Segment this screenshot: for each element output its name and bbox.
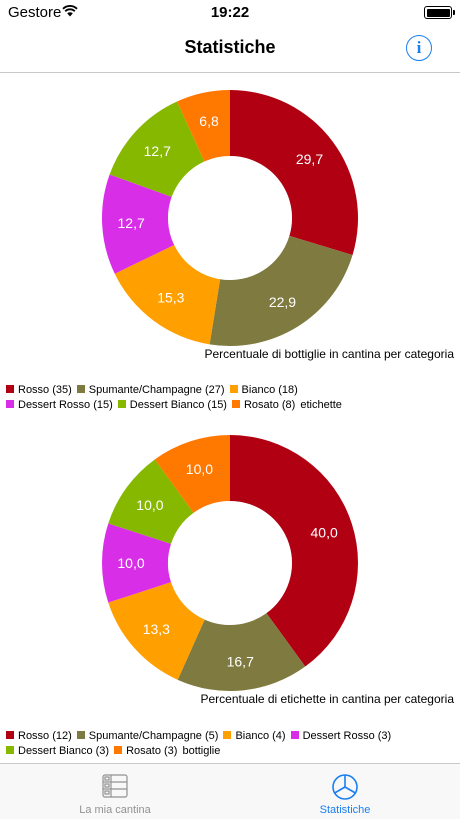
legend-swatch bbox=[229, 385, 238, 393]
legend-swatch bbox=[6, 746, 14, 754]
chart0-slice-0 bbox=[230, 90, 358, 256]
tab-statistiche[interactable]: Statistiche bbox=[230, 764, 460, 819]
legend-item: Rosso (35) bbox=[6, 383, 72, 398]
legend-label: Dessert Bianco (15) bbox=[129, 399, 227, 411]
tab-la-mia-cantina[interactable]: La mia cantina bbox=[0, 764, 230, 819]
chart0-slice-1 bbox=[209, 235, 353, 346]
legend-swatch bbox=[114, 746, 123, 754]
cellar-icon bbox=[102, 774, 128, 798]
legend-row: Dessert Rosso (15) Dessert Bianco (15) Ros… bbox=[6, 398, 342, 413]
legend-row: Rosso (35) Spumante/Champagne (27) Bianco … bbox=[6, 383, 342, 398]
battery-icon bbox=[424, 6, 455, 19]
chart1-slice-label-1: 16,7 bbox=[227, 653, 254, 669]
legend-bottles: Rosso (35) Spumante/Champagne (27) Bianco … bbox=[6, 383, 342, 413]
legend-swatch bbox=[231, 400, 240, 408]
legend-item: Bianco (4) bbox=[223, 729, 286, 744]
chart0-slice-4 bbox=[109, 101, 205, 197]
chart1-slice-label-0: 40,0 bbox=[311, 524, 338, 540]
chart1-slice-3 bbox=[101, 523, 172, 603]
legend-label: Rosso (12) bbox=[18, 730, 72, 742]
wifi-icon bbox=[62, 5, 78, 17]
page-title: Statistiche bbox=[184, 37, 276, 57]
legend-swatch bbox=[6, 400, 14, 408]
carrier-label: Gestore bbox=[8, 4, 62, 21]
legend-label: Bianco (4) bbox=[235, 730, 286, 742]
chart0-center-hole bbox=[176, 164, 284, 272]
chart-title-bottles: Percentuale di bottiglie in cantina per … bbox=[204, 347, 455, 361]
chart0-slice-label-2: 15,3 bbox=[157, 289, 184, 305]
legend-item: Dessert Rosso (15) bbox=[6, 398, 113, 413]
legend-swatch bbox=[290, 731, 299, 739]
tab-label-la-mia-cantina: La mia cantina bbox=[79, 804, 151, 816]
info-icon[interactable]: i bbox=[406, 35, 432, 61]
legend-swatch bbox=[6, 385, 14, 393]
legend-swatch bbox=[76, 385, 85, 393]
legend-labels: Rosso (12) Spumante/Champagne (5) Bianco (… bbox=[6, 729, 396, 759]
legend-item: Bianco (18) bbox=[229, 383, 298, 398]
legend-item: Rosato (8) bbox=[231, 398, 296, 413]
navigation-bar: Statistiche i bbox=[0, 26, 460, 73]
legend-item: Spumante/Champagne (5) bbox=[76, 729, 219, 744]
tab-label-statistiche: Statistiche bbox=[319, 804, 371, 816]
chart1-slice-label-3: 10,0 bbox=[117, 555, 144, 571]
chart0-slice-label-0: 29,7 bbox=[296, 151, 323, 167]
chart1-slice-label-4: 10,0 bbox=[136, 497, 163, 513]
chart0-slice-5 bbox=[177, 90, 230, 162]
legend-suffix: bottiglie bbox=[182, 745, 221, 757]
legend-item: Dessert Rosso (3) bbox=[290, 729, 392, 744]
chart-title-labels: Percentuale di etichette in cantina per … bbox=[200, 692, 455, 706]
legend-suffix: etichette bbox=[300, 399, 342, 411]
legend-label: Rosato (3) bbox=[126, 745, 178, 757]
clock: 19:22 bbox=[210, 4, 250, 21]
chart1-slice-2 bbox=[108, 582, 205, 680]
legend-label: Spumante/Champagne (27) bbox=[88, 384, 225, 396]
legend-label: Rosato (8) bbox=[243, 399, 296, 411]
legend-label: Spumante/Champagne (5) bbox=[88, 730, 219, 742]
legend-label: Dessert Rosso (3) bbox=[302, 730, 392, 742]
legend-label: Dessert Bianco (3) bbox=[18, 745, 110, 757]
legend-label: Dessert Rosso (15) bbox=[18, 399, 113, 411]
legend-swatch bbox=[76, 731, 85, 739]
legend-row: Dessert Bianco (3) Rosato (3) bottiglie bbox=[6, 744, 396, 759]
chart0-slice-2 bbox=[114, 244, 221, 345]
chart0-slice-label-4: 12,7 bbox=[144, 143, 171, 159]
legend-item: Rosato (3) bbox=[114, 744, 177, 759]
legend-label: Rosso (35) bbox=[18, 384, 72, 396]
legend-swatch bbox=[223, 731, 232, 739]
chart0-slice-label-3: 12,7 bbox=[118, 215, 145, 231]
labels-donut-chart: 40,0 16,7 13,3 10,0 10,0 10,0 bbox=[101, 435, 358, 691]
status-bar: Gestore 19:22 bbox=[0, 0, 460, 26]
chart1-slice-1 bbox=[177, 613, 306, 691]
chart1-slice-4 bbox=[108, 459, 194, 544]
pie-chart-icon bbox=[332, 774, 358, 800]
chart0-slice-3 bbox=[102, 174, 175, 274]
legend-swatch bbox=[6, 731, 14, 739]
legend-item: Rosso (12) bbox=[6, 729, 72, 744]
chart1-slice-label-5: 10,0 bbox=[186, 461, 213, 477]
chart1-slice-5 bbox=[154, 435, 230, 513]
chart0-slice-label-1: 22,9 bbox=[269, 294, 296, 310]
chart1-center-hole bbox=[176, 509, 284, 617]
legend-item: Dessert Bianco (15) bbox=[117, 398, 227, 413]
legend-swatch bbox=[117, 400, 126, 408]
bottles-donut-chart: 29,7 22,9 15,3 12,7 12,7 6,8 bbox=[102, 90, 358, 346]
chart1-slice-0 bbox=[230, 435, 358, 667]
legend-item: Spumante/Champagne (27) bbox=[76, 383, 225, 398]
chart0-slice-label-5: 6,8 bbox=[199, 113, 219, 129]
legend-item: Dessert Bianco (3) bbox=[6, 744, 109, 759]
tab-bar: La mia cantina Statistiche bbox=[0, 763, 460, 819]
legend-row: Rosso (12) Spumante/Champagne (5) Bianco (… bbox=[6, 729, 396, 744]
legend-label: Bianco (18) bbox=[241, 384, 298, 396]
chart1-slice-label-2: 13,3 bbox=[143, 621, 170, 637]
